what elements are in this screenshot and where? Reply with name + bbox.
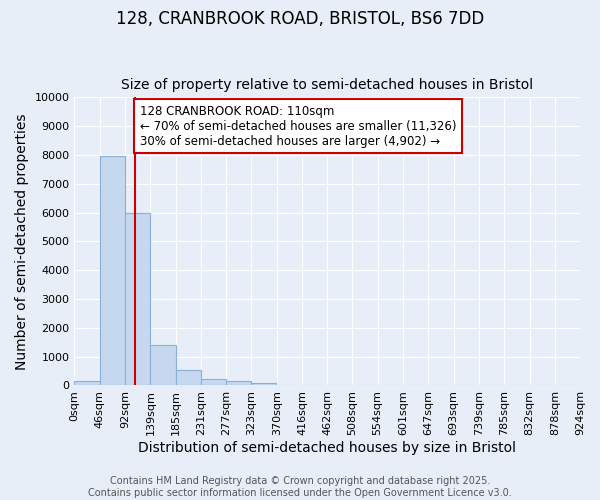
Text: 128, CRANBROOK ROAD, BRISTOL, BS6 7DD: 128, CRANBROOK ROAD, BRISTOL, BS6 7DD (116, 10, 484, 28)
Bar (201, 378, 226, 386)
Text: 128 CRANBROOK ROAD: 110sqm
← 70% of semi-detached houses are smaller (11,326)
30: 128 CRANBROOK ROAD: 110sqm ← 70% of semi… (140, 104, 457, 148)
X-axis label: Distribution of semi-detached houses by size in Bristol: Distribution of semi-detached houses by … (138, 441, 516, 455)
Bar (176, 370, 201, 386)
Title: Size of property relative to semi-detached houses in Bristol: Size of property relative to semi-detach… (121, 78, 533, 92)
Bar (251, 383, 277, 386)
Bar (74, 381, 100, 386)
Bar (277, 384, 302, 386)
Text: Contains HM Land Registry data © Crown copyright and database right 2025.
Contai: Contains HM Land Registry data © Crown c… (88, 476, 512, 498)
Bar (151, 345, 176, 386)
Bar (125, 212, 150, 386)
Y-axis label: Number of semi-detached properties: Number of semi-detached properties (15, 113, 29, 370)
Bar (100, 156, 125, 386)
Bar (226, 382, 251, 386)
